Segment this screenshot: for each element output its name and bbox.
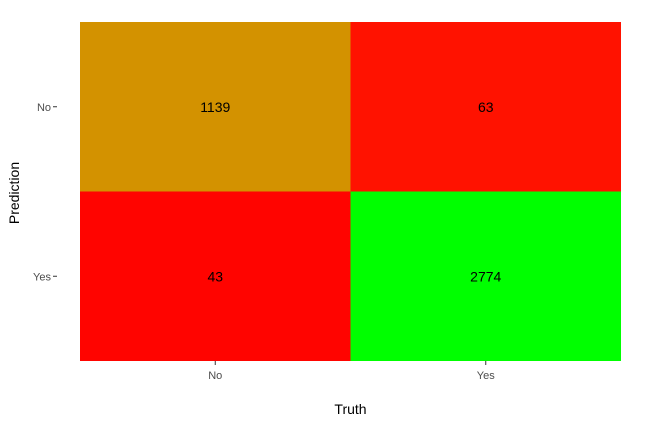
cell-value-labels: 1139 63 43 2774 xyxy=(200,99,501,285)
x-tick-label: Yes xyxy=(477,370,495,382)
heatmap-cells xyxy=(80,22,621,361)
y-tick-label: No xyxy=(37,102,51,114)
x-axis-title: Truth xyxy=(334,401,366,417)
x-axis: No Yes xyxy=(208,361,495,382)
heatmap-cell-no-yes xyxy=(350,22,621,192)
heatmap-cell-yes-yes xyxy=(350,191,621,361)
cell-value-label: 1139 xyxy=(200,99,230,115)
y-tick-label: Yes xyxy=(33,271,51,283)
cell-value-label: 63 xyxy=(478,99,494,115)
y-axis: No Yes xyxy=(33,102,57,283)
cell-value-label: 2774 xyxy=(470,268,501,284)
cell-value-label: 43 xyxy=(207,268,223,284)
heatmap-cell-no-no xyxy=(80,22,351,192)
x-tick-label: No xyxy=(208,370,222,382)
heatmap-cell-yes-no xyxy=(80,191,351,361)
y-axis-title: Prediction xyxy=(6,162,22,224)
